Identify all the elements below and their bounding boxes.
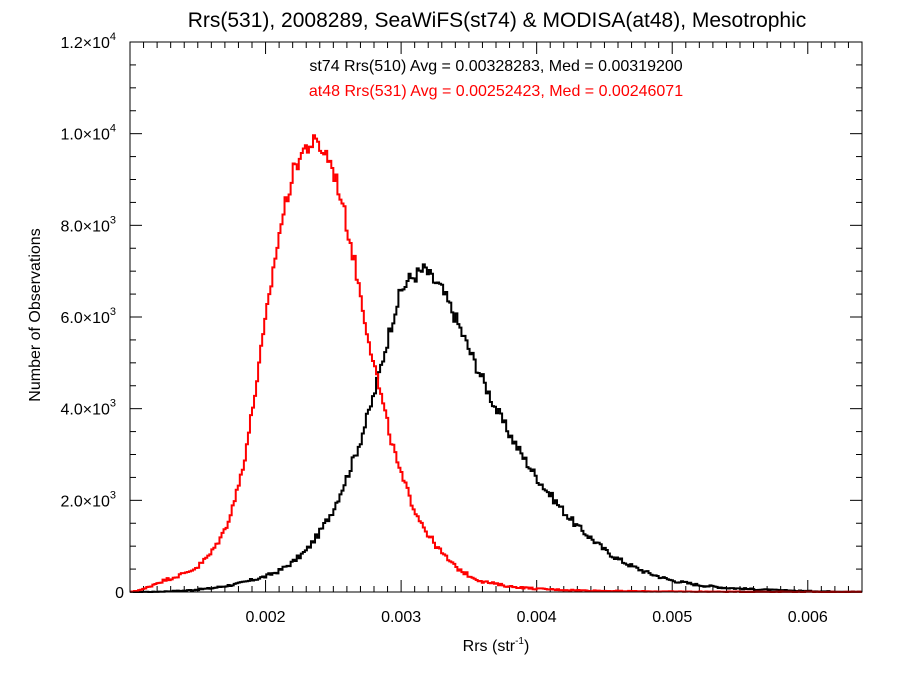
chart-title: Rrs(531), 2008289, SeaWiFS(st74) & MODIS… — [188, 9, 807, 32]
x-axis-label: Rrs (str-1) — [463, 636, 530, 655]
x-axis-label-sup: -1 — [515, 636, 524, 647]
x-tick-label: 0.005 — [652, 609, 692, 626]
y-tick-label: 4.0×103 — [60, 398, 116, 419]
plot-frame — [129, 41, 863, 593]
y-tick-label: 2.0×103 — [60, 489, 116, 510]
y-tick-label-exp: 3 — [110, 489, 116, 501]
y-tick-label-exp: 4 — [110, 31, 116, 43]
y-tick-label: 1.2×104 — [60, 31, 116, 52]
x-tick-label: 0.002 — [246, 609, 286, 626]
y-tick-label-base: 1.0×10 — [60, 127, 109, 144]
plot-area — [129, 41, 863, 593]
y-tick-label-exp: 3 — [110, 398, 116, 410]
y-tick-label-base: 1.2×10 — [60, 35, 109, 52]
y-tick-label: 6.0×103 — [60, 306, 116, 327]
y-tick-label: 1.0×104 — [60, 123, 116, 144]
series-at48-line — [130, 134, 862, 593]
x-tick-labels: 0.002 0.003 0.004 0.005 0.006 — [246, 609, 828, 626]
series-st74-line — [130, 263, 862, 593]
y-tick-label-exp: 3 — [110, 214, 116, 226]
y-tick-labels: 02.0×1034.0×1036.0×1038.0×1031.0×1041.2×… — [60, 31, 124, 602]
y-tick-label-exp: 4 — [110, 123, 116, 135]
y-tick-label-base: 2.0×10 — [60, 493, 109, 510]
y-tick-label-exp: 3 — [110, 306, 116, 318]
y-tick-label-base: 6.0×10 — [60, 310, 109, 327]
annotation-red: at48 Rrs(531) Avg = 0.00252423, Med = 0.… — [309, 83, 683, 100]
x-tick-label: 0.003 — [381, 609, 421, 626]
y-tick-label-base: 4.0×10 — [60, 402, 109, 419]
y-tick-label: 0 — [115, 585, 124, 602]
x-tick-label: 0.004 — [517, 609, 557, 626]
annotation-black: st74 Rrs(510) Avg = 0.00328283, Med = 0.… — [309, 58, 682, 75]
y-tick-label-base: 8.0×10 — [60, 218, 109, 235]
y-tick-label-base: 0 — [115, 585, 124, 602]
y-axis-label: Number of Observations — [27, 228, 44, 401]
y-tick-label: 8.0×103 — [60, 214, 116, 235]
x-tick-label: 0.006 — [788, 609, 828, 626]
